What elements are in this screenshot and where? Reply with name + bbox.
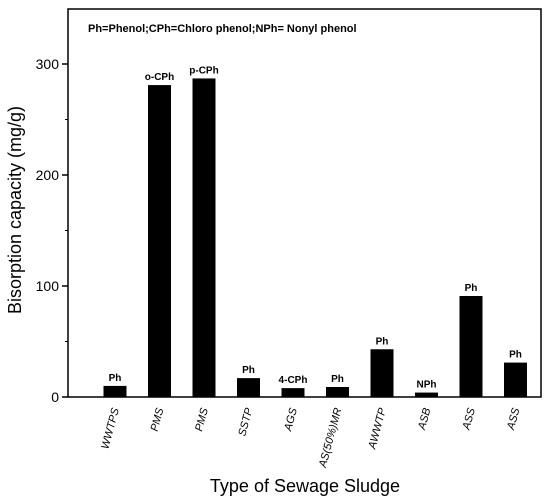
bar	[459, 295, 483, 397]
y-tick-label: 0	[51, 389, 59, 405]
bar	[326, 387, 349, 397]
bar-annotation: Ph	[509, 350, 522, 361]
y-axis-title: Bisorption capacity (mg/g)	[5, 106, 25, 314]
bar	[370, 349, 394, 397]
x-axis: WWTPS PMS PMS SSTP AGS AS(50%)MR AWWTP ASB ASS AS…	[99, 406, 522, 470]
x-tick-label: WWTPS	[99, 406, 122, 450]
y-tick-label: 300	[36, 56, 60, 72]
x-tick-label: AGS	[282, 406, 300, 433]
bar	[103, 385, 127, 397]
x-tick-label: ASS	[505, 406, 523, 432]
bar-annotation: Ph	[376, 336, 389, 347]
y-tick-label: 200	[36, 167, 60, 183]
bar-annotation: Ph	[109, 373, 122, 384]
bar	[237, 378, 260, 397]
x-tick-label: SSTP	[236, 406, 255, 437]
bar-annotation: 4-CPh	[279, 375, 308, 386]
bar	[148, 85, 171, 397]
bar-annotation: Ph	[331, 374, 344, 385]
bar-annotation: Ph	[242, 365, 255, 376]
bar	[192, 78, 216, 398]
bar	[504, 362, 527, 397]
x-tick-label: PMS	[149, 406, 167, 433]
x-tick-label: ASB	[416, 407, 434, 432]
bar-annotation: p-CPh	[189, 65, 218, 76]
bar	[415, 392, 438, 397]
x-tick-label: AWWTP	[366, 406, 389, 451]
bar-annotation: Ph	[465, 283, 478, 294]
bar	[281, 388, 305, 397]
bar-annotations: Ph o-CPh p-CPh Ph 4-CPh Ph Ph NPh Ph Ph	[109, 65, 522, 390]
y-tick-label: 100	[36, 278, 60, 294]
y-axis: 0 100 200 300	[36, 56, 68, 405]
bar-series	[103, 78, 527, 398]
x-tick-label: PMS	[193, 406, 211, 433]
bar-annotation: o-CPh	[145, 72, 174, 83]
abbreviation-note: Ph=Phenol;CPh=Chloro phenol;NPh= Nonyl p…	[88, 23, 357, 35]
bar-annotation: NPh	[417, 380, 437, 391]
x-tick-label: AS(50%)MR	[317, 407, 345, 470]
x-axis-title: Type of Sewage Sludge	[210, 476, 400, 496]
x-tick-label: ASS	[460, 406, 478, 432]
